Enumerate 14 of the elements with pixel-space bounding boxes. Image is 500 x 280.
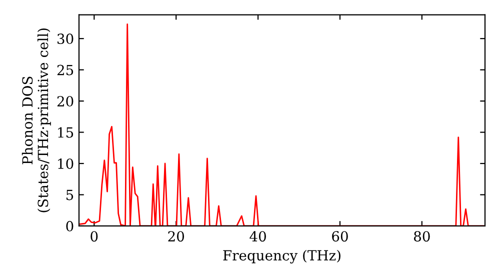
y-tick-label: 15	[58, 127, 74, 138]
x-tick-label: 20	[168, 231, 184, 242]
x-tick-label: 80	[414, 231, 430, 242]
y-tick-label: 20	[57, 96, 74, 107]
x-tick-label: 60	[332, 231, 348, 242]
y-tick-label: 25	[57, 64, 74, 76]
x-tick-label: 0	[90, 231, 98, 242]
y-tick-label: 0	[66, 220, 74, 232]
x-axis-title: Frequency (THz)	[223, 250, 340, 264]
y-tick-label: 10	[58, 158, 74, 169]
y-tick-label: 30	[58, 34, 74, 44]
y-tick-label: 5	[66, 190, 74, 200]
x-tick-label: 40	[250, 231, 266, 242]
y-axis-title: Phonon DOS (States/THz·primitive cell)	[22, 28, 51, 212]
